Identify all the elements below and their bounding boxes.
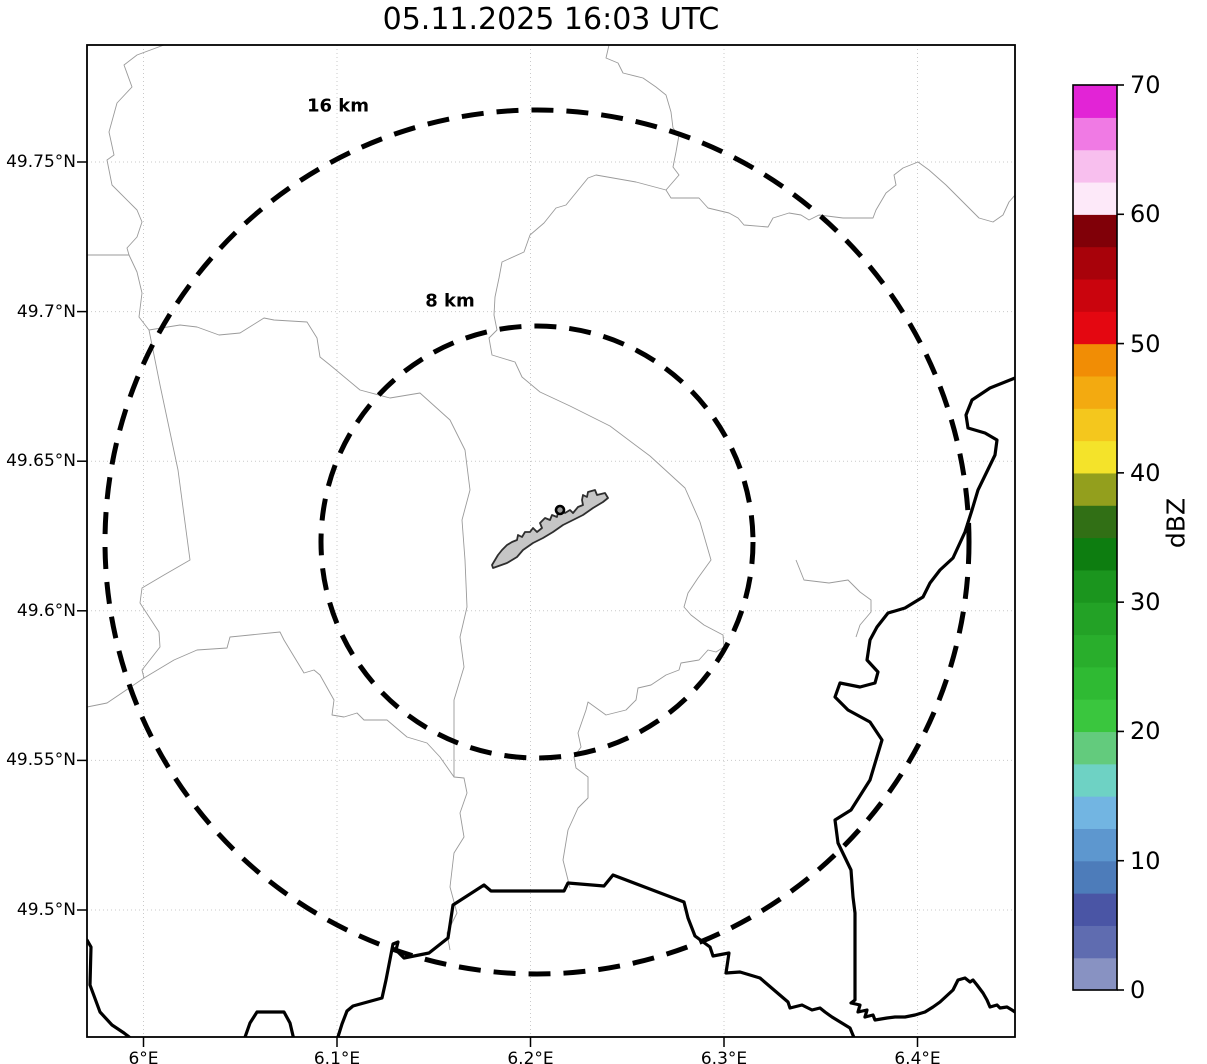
plot-title: 05.11.2025 16:03 UTC bbox=[382, 2, 720, 37]
admin-boundaries bbox=[87, 45, 1015, 951]
colorbar bbox=[1072, 84, 1124, 991]
y-tick-label: 49.65°N bbox=[6, 451, 76, 472]
y-tick-label: 49.6°N bbox=[16, 600, 76, 621]
x-tick-label: 6°E bbox=[128, 1049, 159, 1064]
range-ring-label-8km: 8 km bbox=[425, 290, 475, 312]
colorbar-tick-label: 70 bbox=[1130, 71, 1161, 99]
airport-area bbox=[491, 489, 609, 569]
x-tick-label: 6.1°E bbox=[313, 1049, 361, 1064]
colorbar-tick-label: 50 bbox=[1130, 329, 1161, 358]
range-rings bbox=[102, 107, 972, 977]
colorbar-tick-label: 60 bbox=[1130, 200, 1161, 229]
gridlines bbox=[87, 45, 1015, 1037]
y-tick-label: 49.75°N bbox=[6, 152, 76, 172]
x-tick-label: 6.3°E bbox=[700, 1049, 748, 1064]
range-ring-label-16km: 16 km bbox=[306, 95, 370, 117]
y-tick-label: 49.5°N bbox=[16, 900, 76, 920]
y-tick-label: 49.7°N bbox=[16, 301, 76, 322]
axes-frame bbox=[77, 44, 1016, 1047]
colorbar-tick-label: 20 bbox=[1130, 717, 1161, 746]
colorbar-tick-label: 30 bbox=[1130, 588, 1161, 617]
y-tick-label: 49.55°N bbox=[6, 750, 76, 771]
colorbar-tick-label: 40 bbox=[1130, 458, 1161, 487]
country-borders-and-rivers bbox=[87, 376, 1015, 1037]
colorbar-tick-label: 0 bbox=[1130, 976, 1146, 1004]
x-tick-label: 6.4°E bbox=[894, 1049, 941, 1064]
colorbar-axis-label: dBZ bbox=[1161, 497, 1191, 548]
colorbar-tick-label: 10 bbox=[1130, 846, 1161, 875]
x-tick-label: 6.2°E bbox=[507, 1049, 554, 1064]
